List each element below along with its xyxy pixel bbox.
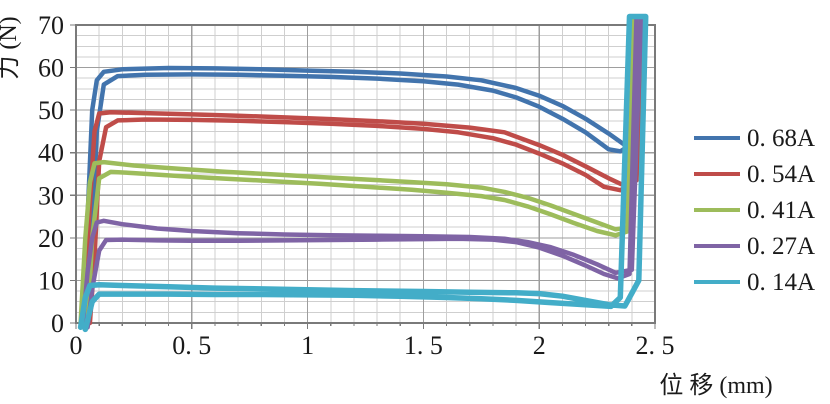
tick-labels: 0 0. 5 1 1. 5 2 2. 5 0 10 20 30 40 50 60 70 — [38, 11, 675, 360]
y-tick-label: 10 — [38, 266, 64, 295]
legend-item-label: 0. 41A — [747, 196, 816, 224]
legend-item: 0. 27A — [694, 228, 815, 264]
legend-item: 0. 68A — [694, 120, 815, 156]
legend: 0. 68A 0. 54A 0. 41A 0. 27A 0. 14A — [694, 120, 815, 300]
x-tick-label: 2 — [533, 331, 546, 360]
x-tick-label: 1 — [301, 331, 314, 360]
plot-border-rect — [75, 24, 656, 324]
legend-item: 0. 41A — [694, 192, 815, 228]
legend-item-label: 0. 27A — [747, 232, 816, 260]
legend-marker-line — [694, 280, 740, 284]
y-tick-label: 40 — [38, 139, 64, 168]
series-curves — [77, 13, 649, 333]
y-tick-label: 0 — [51, 309, 64, 338]
legend-marker-line — [694, 172, 740, 176]
y-tick-label: 20 — [38, 224, 64, 253]
plot-border — [75, 24, 656, 324]
y-tick-label: 60 — [38, 54, 64, 83]
legend-marker-line — [694, 208, 740, 212]
legend-item-label: 0. 54A — [747, 160, 816, 188]
x-tick-label: 1. 5 — [404, 331, 443, 360]
x-tick-label: 0. 5 — [172, 331, 211, 360]
y-tick-label: 30 — [38, 181, 64, 210]
legend-item: 0. 14A — [694, 264, 815, 300]
legend-marker-line — [694, 136, 740, 140]
series-curve-014A — [77, 13, 649, 333]
axis-ticks — [70, 24, 656, 329]
legend-item-label: 0. 14A — [747, 268, 816, 296]
x-tick-label: 2. 5 — [636, 331, 675, 360]
legend-item: 0. 54A — [694, 156, 815, 192]
y-tick-label: 50 — [38, 96, 64, 125]
legend-item-label: 0. 68A — [747, 124, 816, 152]
series-curve-041A — [78, 14, 642, 326]
x-tick-label: 0 — [70, 331, 83, 360]
x-axis-title: 位 移 (mm) — [659, 372, 772, 399]
y-tick-label: 70 — [38, 11, 64, 40]
legend-marker-line — [694, 244, 740, 248]
y-axis-title: 力 (N) — [0, 16, 22, 79]
